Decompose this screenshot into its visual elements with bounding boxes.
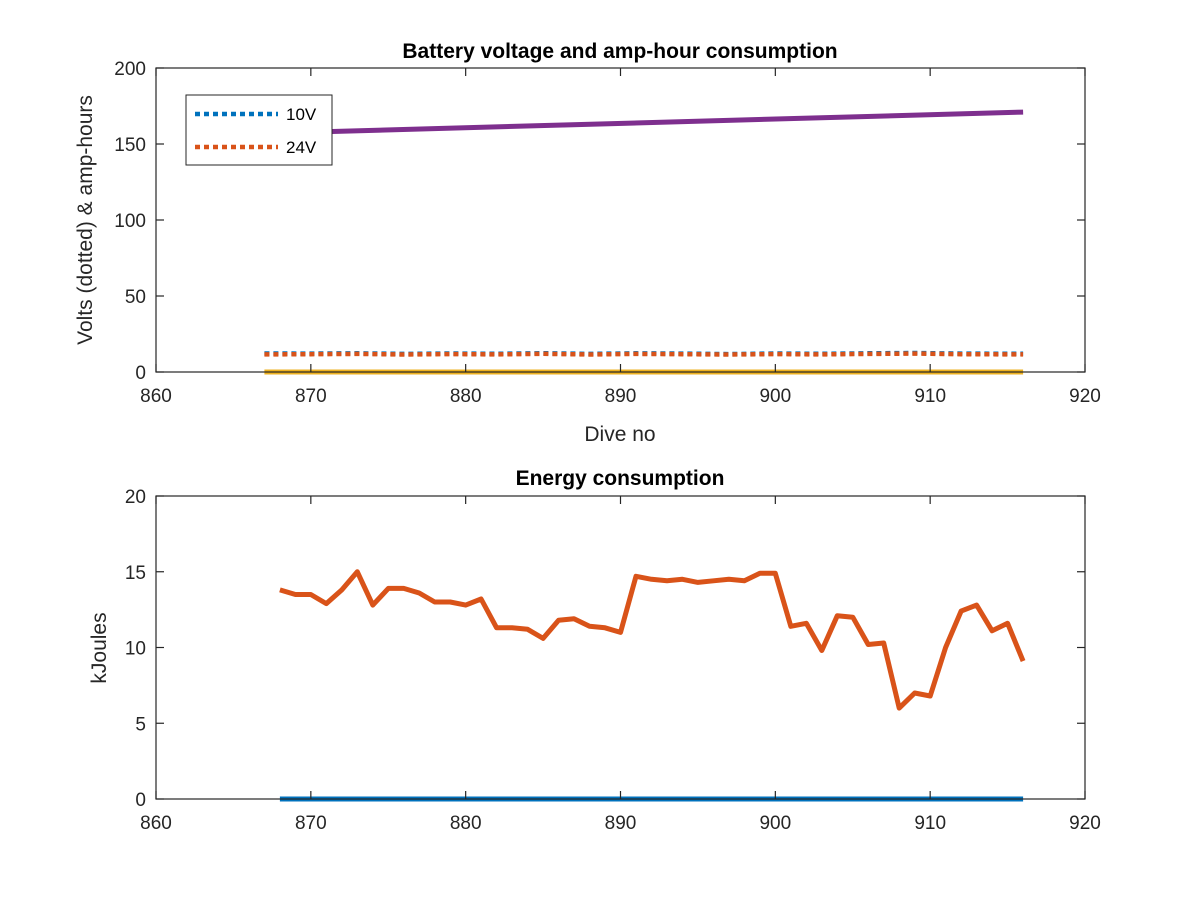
- legend-label: 24V: [286, 138, 317, 157]
- y-axis-label: Volts (dotted) & amp-hours: [74, 95, 97, 345]
- series-amp-hours-line: [264, 109, 1024, 136]
- series-24v-line: [264, 351, 1024, 357]
- x-tick-label: 910: [914, 386, 946, 407]
- chart-title: Energy consumption: [516, 467, 725, 490]
- x-tick-label: 920: [1069, 813, 1101, 834]
- x-tick-label: 900: [759, 386, 791, 407]
- legend-box: [185, 94, 333, 166]
- x-tick-label: 870: [295, 813, 327, 834]
- x-tick-label: 900: [759, 813, 791, 834]
- y-tick-label: 20: [125, 487, 146, 508]
- y-tick-label: 150: [114, 135, 146, 156]
- y-tick-label: 10: [125, 639, 146, 660]
- x-tick-label: 880: [450, 813, 482, 834]
- y-tick-label: 100: [114, 211, 146, 232]
- x-tick-label: 890: [605, 813, 637, 834]
- y-tick-label: 5: [135, 714, 146, 735]
- x-axis-label: Dive no: [584, 423, 655, 446]
- voltage-amp-hour-chart: Battery voltage and amp-hour consumption…: [74, 40, 1101, 446]
- x-tick-label: 920: [1069, 386, 1101, 407]
- y-tick-label: 15: [125, 563, 146, 584]
- x-tick-label: 910: [914, 813, 946, 834]
- y-axis-label: kJoules: [88, 612, 111, 683]
- series-energy-line: [279, 569, 1026, 711]
- y-tick-label: 0: [135, 790, 146, 811]
- x-tick-label: 870: [295, 386, 327, 407]
- energy-consumption-chart: Energy consumption kJoules 860 870 880 890 9…: [88, 467, 1101, 834]
- y-tick-label: 0: [135, 363, 146, 384]
- legend: 10V 24V: [185, 94, 333, 166]
- x-tick-label: 860: [140, 386, 172, 407]
- x-tick-label: 890: [605, 386, 637, 407]
- y-tick-label: 200: [114, 59, 146, 80]
- x-tick-label: 880: [450, 386, 482, 407]
- chart-title: Battery voltage and amp-hour consumption: [402, 40, 837, 63]
- legend-label: 10V: [286, 105, 317, 124]
- x-tick-label: 860: [140, 813, 172, 834]
- y-tick-label: 50: [125, 287, 146, 308]
